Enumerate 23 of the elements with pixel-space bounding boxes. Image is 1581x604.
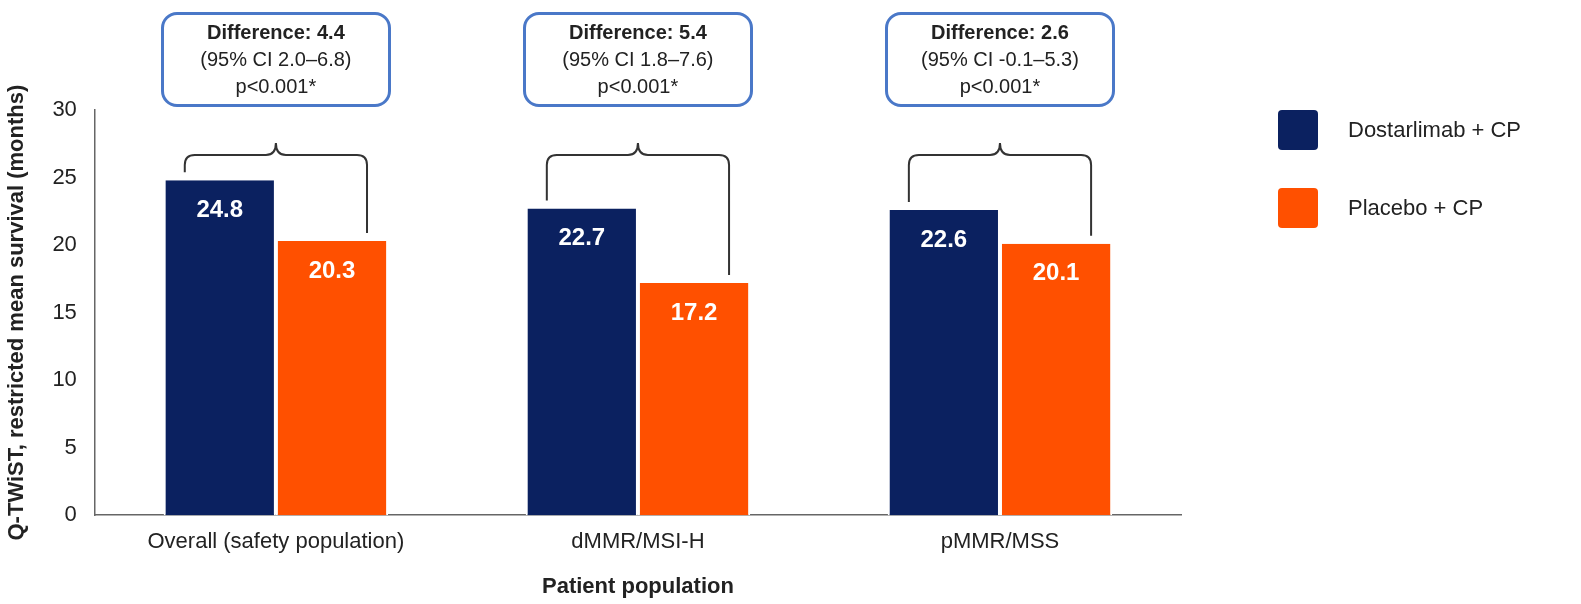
callout-box: Difference: 4.4 (95% CI 2.0–6.8) p<0.001*	[160, 12, 391, 107]
x-tick-label: dMMR/MSI-H	[571, 528, 705, 554]
legend-label: Dostarlimab + CP	[1348, 117, 1522, 143]
y-tick-label: 30	[52, 96, 77, 122]
data-label: 22.6	[920, 224, 968, 252]
callout-box: Difference: 5.4 (95% CI 1.8–7.6) p<0.001*	[522, 12, 753, 107]
data-label: 17.2	[670, 297, 718, 325]
data-label: 22.7	[558, 223, 606, 251]
y-tick-label: 20	[52, 231, 77, 257]
callout-box: Difference: 2.6 (95% CI -0.1–5.3) p<0.001*	[884, 12, 1115, 107]
y-axis-title: Q-TWiST, restricted mean survival (months)	[3, 84, 29, 541]
x-axis-title: Patient population	[541, 572, 734, 598]
y-tick-label: 5	[64, 433, 77, 459]
data-label: 24.8	[196, 194, 244, 222]
x-tick-label: pMMR/MSS	[940, 528, 1060, 554]
y-tick-label: 0	[64, 501, 77, 527]
y-tick-label: 25	[52, 163, 77, 189]
y-tick-label: 15	[52, 298, 77, 324]
y-tick-label: 10	[52, 366, 77, 392]
x-tick-label: Overall (safety population)	[147, 528, 405, 554]
legend-label: Placebo + CP	[1348, 195, 1484, 221]
data-label: 20.3	[308, 255, 356, 283]
data-label: 20.1	[1032, 258, 1080, 286]
